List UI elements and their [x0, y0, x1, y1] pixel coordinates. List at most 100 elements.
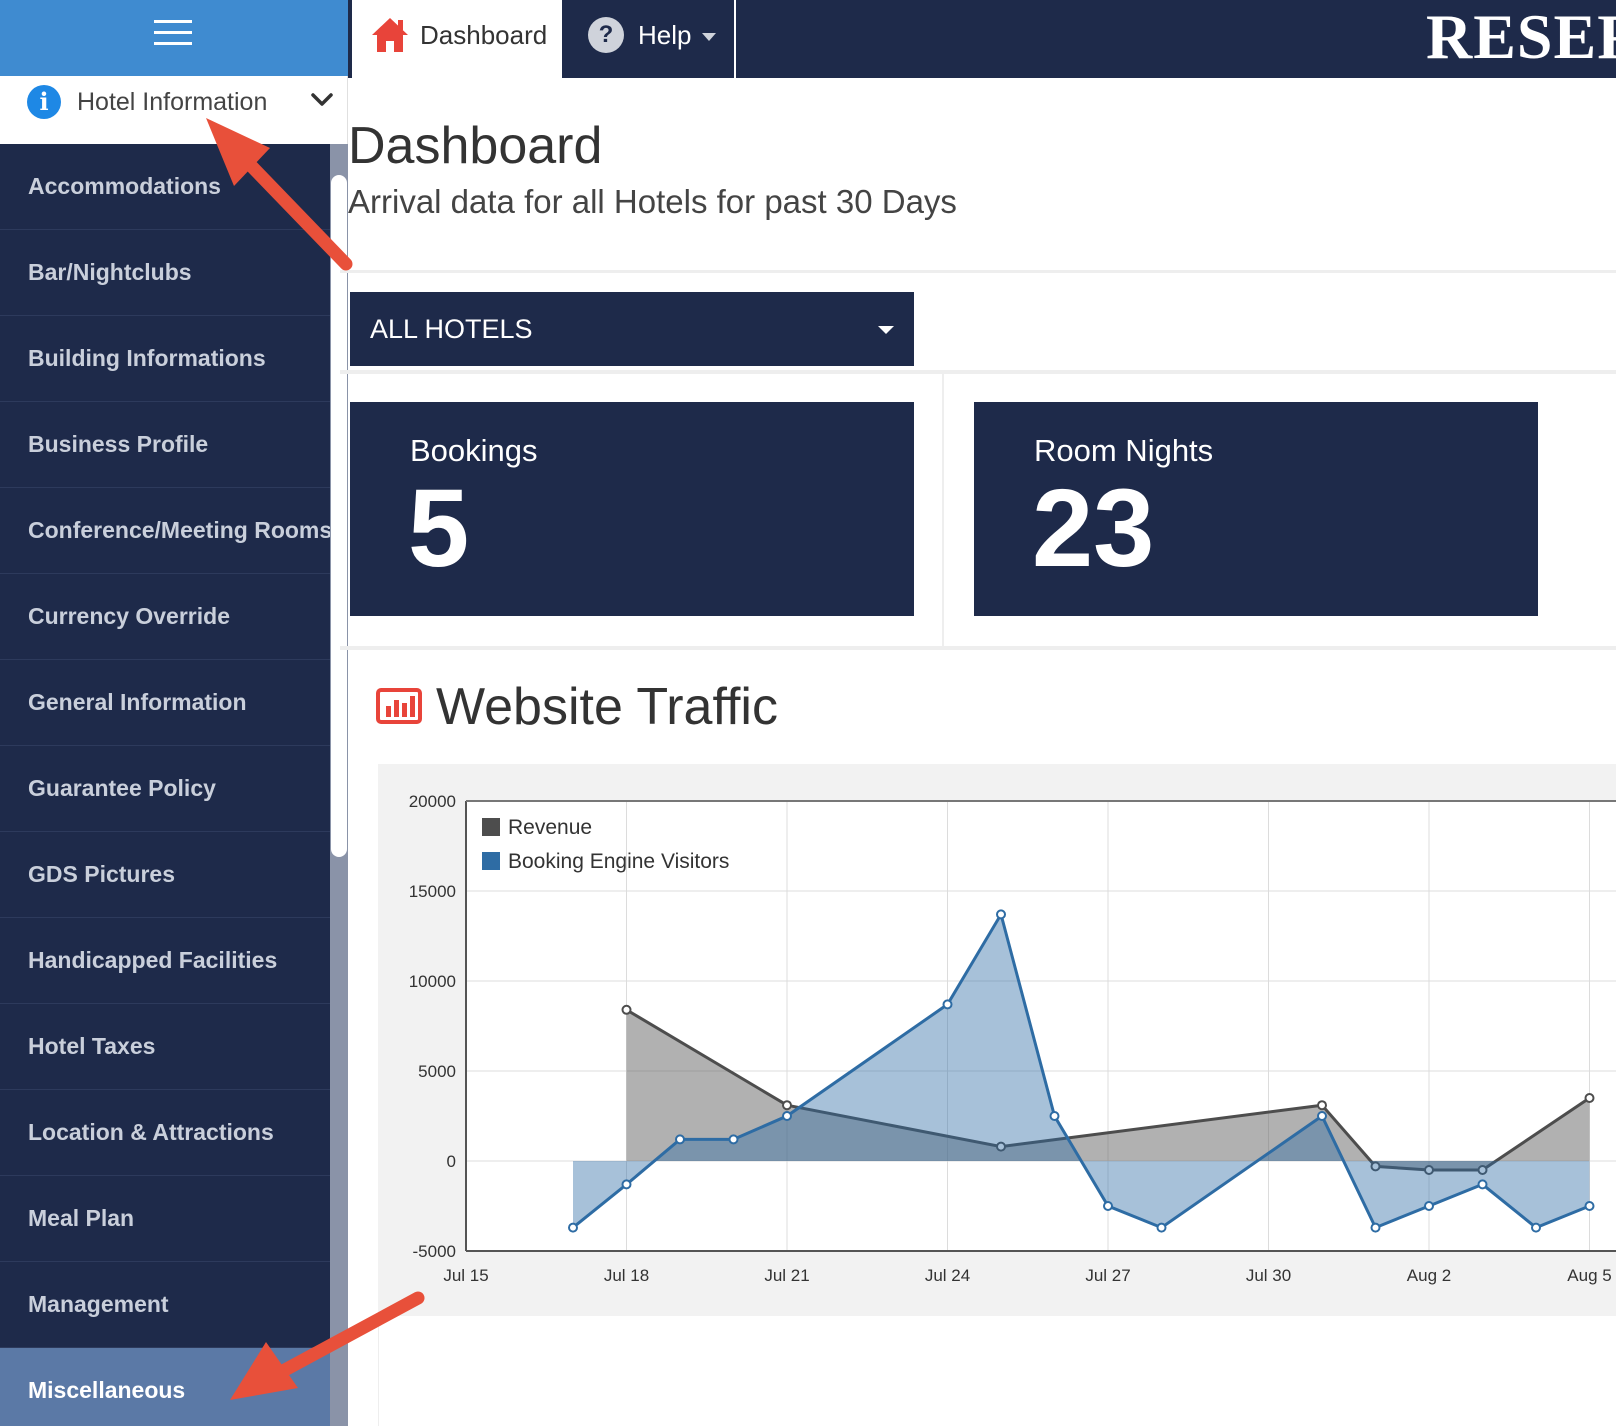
data-point — [782, 1111, 792, 1121]
series-area-0 — [626, 1009, 1590, 1170]
caret-down-icon — [878, 326, 894, 334]
divider — [942, 374, 944, 648]
data-point — [1477, 1165, 1488, 1175]
sidebar-item-accommodations[interactable]: Accommodations — [0, 144, 330, 230]
sidebar: i Hotel Information Accommodations Bar/N… — [0, 0, 348, 1426]
sidebar-item-currency-override[interactable]: Currency Override — [0, 574, 330, 660]
sidebar-item-handicapped-facilities[interactable]: Handicapped Facilities — [0, 918, 330, 1004]
sidebar-menu: Accommodations Bar/Nightclubs Building I… — [0, 144, 330, 1426]
hamburger-icon[interactable] — [154, 20, 192, 46]
data-point — [1584, 1201, 1595, 1211]
x-tick-label: Jul 27 — [1085, 1266, 1130, 1285]
divider — [340, 270, 1616, 273]
data-point — [1424, 1165, 1434, 1175]
page-subtitle: Arrival data for all Hotels for past 30 … — [348, 183, 957, 220]
data-point — [675, 1134, 685, 1145]
x-tick-label: Jul 18 — [604, 1266, 649, 1285]
data-point — [621, 1179, 632, 1190]
data-point — [1156, 1222, 1167, 1233]
x-tick-label: Jul 24 — [925, 1266, 970, 1285]
data-point — [1317, 1111, 1327, 1121]
info-icon: i — [27, 85, 61, 119]
divider — [340, 370, 1616, 374]
website-traffic-title: Website Traffic — [436, 678, 778, 736]
data-point — [1370, 1161, 1381, 1172]
room-nights-label: Room Nights — [1034, 433, 1214, 468]
bookings-value: 5 — [408, 467, 470, 590]
data-point — [1049, 1111, 1060, 1121]
top-navigation: Dashboard ? Help RESER — [348, 0, 1616, 78]
x-tick-label: Jul 30 — [1246, 1266, 1291, 1285]
brand-logo: RESER — [1426, 1, 1616, 72]
sidebar-item-gds-pictures[interactable]: GDS Pictures — [0, 832, 330, 918]
chart-footer — [378, 1316, 1616, 1426]
data-point — [1317, 1100, 1327, 1111]
data-point — [1103, 1201, 1113, 1211]
home-icon — [372, 18, 408, 52]
plot-area — [466, 801, 1616, 1251]
y-tick-label: 10000 — [409, 972, 456, 991]
legend-label: Booking Engine Visitors — [508, 850, 729, 873]
legend-swatch — [482, 852, 500, 870]
series-area-1 — [573, 914, 1590, 1228]
y-tick-label: 20000 — [409, 792, 456, 811]
sidebar-item-guarantee-policy[interactable]: Guarantee Policy — [0, 746, 330, 832]
chart-svg: 20000 15000 10000 5000 0 -5000 Jul 15 Jul 18 Jul… — [409, 792, 1616, 1285]
y-tick-label: -5000 — [413, 1242, 456, 1261]
data-point — [1477, 1179, 1488, 1190]
data-point — [996, 909, 1006, 920]
series-line-0 — [625, 1008, 1591, 1172]
sidebar-item-general-information[interactable]: General Information — [0, 660, 330, 746]
page-title: Dashboard — [348, 117, 603, 175]
data-point — [1584, 1093, 1595, 1103]
sidebar-item-meal-plan[interactable]: Meal Plan — [0, 1176, 330, 1262]
tab-help[interactable]: ? Help — [570, 0, 736, 78]
sidebar-item-conference-meeting-rooms[interactable]: Conference/Meeting Rooms — [0, 488, 330, 574]
sidebar-item-location-attractions[interactable]: Location & Attractions — [0, 1090, 330, 1176]
sidebar-item-business-profile[interactable]: Business Profile — [0, 402, 330, 488]
question-circle-icon: ? — [588, 17, 624, 53]
room-nights-card: Room Nights 23 — [974, 402, 1538, 616]
hotel-information-dropdown[interactable]: i Hotel Information — [0, 76, 348, 144]
hotel-select[interactable]: ALL HOTELS — [350, 292, 914, 366]
sidebar-scrollbar-thumb[interactable] — [331, 175, 347, 857]
bookings-label: Bookings — [410, 433, 538, 468]
tab-help-label: Help — [638, 20, 692, 50]
y-tick-label: 15000 — [409, 882, 456, 901]
data-point — [568, 1222, 578, 1233]
hotel-information-label: Hotel Information — [77, 88, 268, 116]
website-traffic-chart: 20000 15000 10000 5000 0 -5000 Jul 15 Jul 18 Jul… — [378, 764, 1616, 1316]
caret-down-icon — [702, 33, 716, 41]
bookings-card: Bookings 5 — [350, 402, 914, 616]
data-point — [782, 1100, 792, 1111]
data-point — [996, 1141, 1006, 1152]
chevron-down-icon — [311, 93, 333, 106]
hotel-select-value: ALL HOTELS — [370, 314, 533, 344]
y-tick-label: 5000 — [418, 1062, 456, 1081]
series-line-1 — [572, 910, 1591, 1230]
sidebar-item-hotel-taxes[interactable]: Hotel Taxes — [0, 1004, 330, 1090]
bar-chart-icon — [376, 688, 422, 724]
tab-dashboard-label: Dashboard — [420, 20, 548, 50]
x-tick-label: Aug 5 — [1567, 1266, 1611, 1285]
data-point — [1424, 1201, 1434, 1211]
legend-label: Revenue — [508, 816, 592, 839]
data-point — [942, 999, 953, 1010]
divider — [340, 646, 1616, 650]
x-tick-label: Aug 2 — [1407, 1266, 1451, 1285]
data-point — [728, 1134, 739, 1145]
data-point — [621, 1004, 632, 1015]
tab-dashboard[interactable]: Dashboard — [352, 0, 562, 78]
main-content: Dashboard Arrival data for all Hotels fo… — [340, 78, 1616, 1426]
sidebar-header — [0, 0, 348, 76]
sidebar-item-bar-nightclubs[interactable]: Bar/Nightclubs — [0, 230, 330, 316]
x-tick-label: Jul 15 — [443, 1266, 488, 1285]
room-nights-value: 23 — [1032, 467, 1155, 590]
x-tick-label: Jul 21 — [764, 1266, 809, 1285]
sidebar-item-miscellaneous[interactable]: Miscellaneous — [0, 1348, 330, 1426]
data-point — [1370, 1222, 1381, 1233]
sidebar-item-building-informations[interactable]: Building Informations — [0, 316, 330, 402]
y-tick-label: 0 — [447, 1152, 456, 1171]
data-point — [1531, 1222, 1541, 1233]
sidebar-item-management[interactable]: Management — [0, 1262, 330, 1348]
